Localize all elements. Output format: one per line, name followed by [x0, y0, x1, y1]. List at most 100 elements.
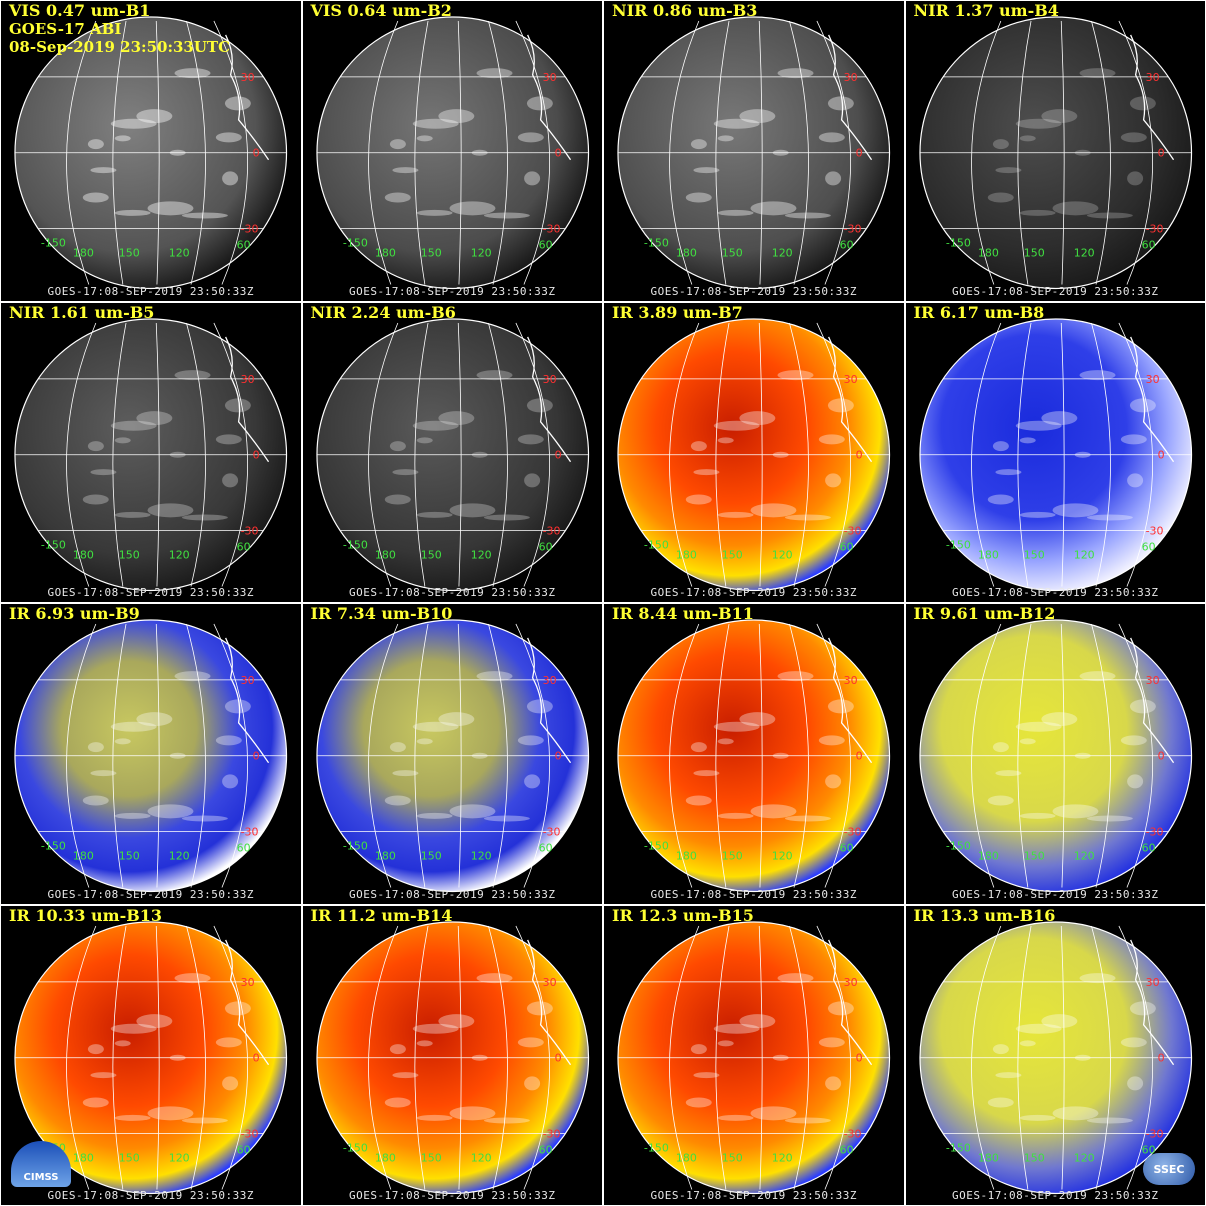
- longitude-label: 180: [73, 850, 94, 863]
- band-panel: 30 0 -30 -150 180 150 120 60 NIR 0.86 um-B3 GOES-…: [604, 1, 904, 301]
- longitude-label: 60: [840, 239, 854, 252]
- longitude-label: 60: [538, 239, 552, 252]
- longitude-label: 180: [676, 247, 697, 260]
- longitude-label: 120: [1073, 247, 1094, 260]
- band-panel: 30 0 -30 -150 180 150 120 60 NIR 1.37 um-B4 GOES-…: [905, 1, 1205, 301]
- longitude-label: 180: [977, 548, 998, 561]
- band-title: IR 7.34 um-B10: [310, 604, 453, 623]
- latitude-label: 30: [844, 372, 858, 385]
- band-panel: 30 0 -30 -150 180 150 120 60 IR 6.93 um-B9 GOES-1…: [1, 604, 301, 904]
- longitude-label: 120: [1073, 850, 1094, 863]
- longitude-label: 60: [237, 842, 251, 855]
- longitude-label: 60: [840, 1143, 854, 1156]
- longitude-label: 180: [977, 1151, 998, 1164]
- latitude-label: 30: [542, 372, 556, 385]
- longitude-label: 60: [840, 842, 854, 855]
- timestamp-footer: GOES-17:08-SEP-2019 23:50:33Z: [951, 284, 1159, 298]
- longitude-label: 60: [1141, 239, 1155, 252]
- longitude-label: 180: [73, 1151, 94, 1164]
- longitude-label: 60: [1141, 1143, 1155, 1156]
- earth-disk-image: 30 0 -30 -150 180 150 120 60: [14, 619, 288, 893]
- band-panel: 30 0 -30 -150 180 150 120 60 IR 13.3 um-B16 GOES-…: [905, 905, 1205, 1205]
- longitude-label: 120: [772, 548, 793, 561]
- longitude-label: 60: [538, 842, 552, 855]
- longitude-label: 150: [119, 1151, 140, 1164]
- longitude-label: -150: [945, 237, 970, 250]
- latitude-label: 30: [241, 975, 255, 988]
- latitude-label: -30: [1145, 223, 1163, 236]
- band-title: IR 6.17 um-B8: [913, 302, 1045, 322]
- satellite-name: GOES-17 ABI: [9, 20, 122, 38]
- longitude-label: -150: [41, 840, 66, 853]
- latitude-label: 0: [253, 750, 260, 763]
- latitude-label: 30: [241, 674, 255, 687]
- latitude-label: 0: [856, 750, 863, 763]
- latitude-label: 0: [253, 1051, 260, 1064]
- latitude-label: 30: [844, 71, 858, 84]
- longitude-label: 180: [374, 850, 395, 863]
- longitude-label: -150: [945, 538, 970, 551]
- longitude-label: 150: [420, 247, 441, 260]
- longitude-label: 60: [1141, 540, 1155, 553]
- longitude-label: 120: [169, 850, 190, 863]
- longitude-label: 180: [977, 247, 998, 260]
- band-panel: 30 0 -30 -150 180 150 120 60 IR 6.17 um-B8 GOES-1…: [905, 302, 1205, 602]
- latitude-label: -30: [542, 826, 560, 839]
- band-title: IR 13.3 um-B16: [913, 905, 1056, 925]
- latitude-label: -30: [542, 1127, 560, 1140]
- timestamp-footer: GOES-17:08-SEP-2019 23:50:33Z: [47, 887, 255, 901]
- latitude-label: 0: [856, 1051, 863, 1064]
- timestamp-footer: GOES-17:08-SEP-2019 23:50:33Z: [951, 586, 1159, 599]
- longitude-label: 120: [470, 1151, 491, 1164]
- longitude-label: 150: [722, 548, 743, 561]
- latitude-label: 30: [542, 975, 556, 988]
- longitude-label: 180: [374, 1151, 395, 1164]
- latitude-label: -30: [241, 223, 259, 236]
- latitude-label: -30: [241, 524, 259, 537]
- band-panel: 30 0 -30 -150 180 150 120 60 NIR 2.24 um-B6 GOES-…: [302, 302, 602, 602]
- latitude-label: 0: [1157, 448, 1164, 461]
- longitude-label: 150: [1023, 850, 1044, 863]
- longitude-label: 60: [840, 540, 854, 553]
- latitude-label: 30: [241, 71, 255, 84]
- latitude-label: 30: [1145, 71, 1159, 84]
- latitude-label: -30: [241, 826, 259, 839]
- band-panel: 30 0 -30 -150 180 150 120 60 IR 9.61 um-B12 GOES-…: [905, 604, 1205, 904]
- longitude-label: 180: [73, 247, 94, 260]
- latitude-label: 0: [856, 147, 863, 160]
- longitude-label: 180: [676, 850, 697, 863]
- longitude-label: 150: [1023, 247, 1044, 260]
- observation-datetime: 08-Sep-2019 23:50:33UTC: [9, 38, 231, 56]
- longitude-label: 150: [420, 850, 441, 863]
- timestamp-footer: GOES-17:08-SEP-2019 23:50:33Z: [348, 284, 556, 298]
- longitude-label: 180: [676, 1151, 697, 1164]
- latitude-label: -30: [542, 223, 560, 236]
- longitude-label: 120: [470, 247, 491, 260]
- band-panel: 30 0 -30 -150 180 150 120 60 VIS 0.64 um-B2 GOES-…: [302, 1, 602, 301]
- latitude-label: 0: [253, 147, 260, 160]
- latitude-label: 30: [542, 674, 556, 687]
- band-title: IR 10.33 um-B13: [9, 905, 163, 925]
- ssec-logo: SSEC: [1143, 1153, 1195, 1185]
- longitude-label: -150: [342, 840, 367, 853]
- longitude-label: -150: [342, 538, 367, 551]
- timestamp-footer: GOES-17:08-SEP-2019 23:50:33Z: [47, 284, 255, 298]
- latitude-label: 30: [844, 975, 858, 988]
- longitude-label: 60: [1141, 842, 1155, 855]
- band-panel: 30 0 -30 -150 180 150 120 60 IR 11.2 um-B14 GOES-…: [302, 905, 602, 1205]
- timestamp-footer: GOES-17:08-SEP-2019 23:50:33Z: [348, 586, 556, 599]
- longitude-label: 120: [169, 247, 190, 260]
- longitude-label: 150: [119, 850, 140, 863]
- longitude-label: 180: [977, 850, 998, 863]
- band-title: VIS 0.64 um-B2: [310, 1, 452, 20]
